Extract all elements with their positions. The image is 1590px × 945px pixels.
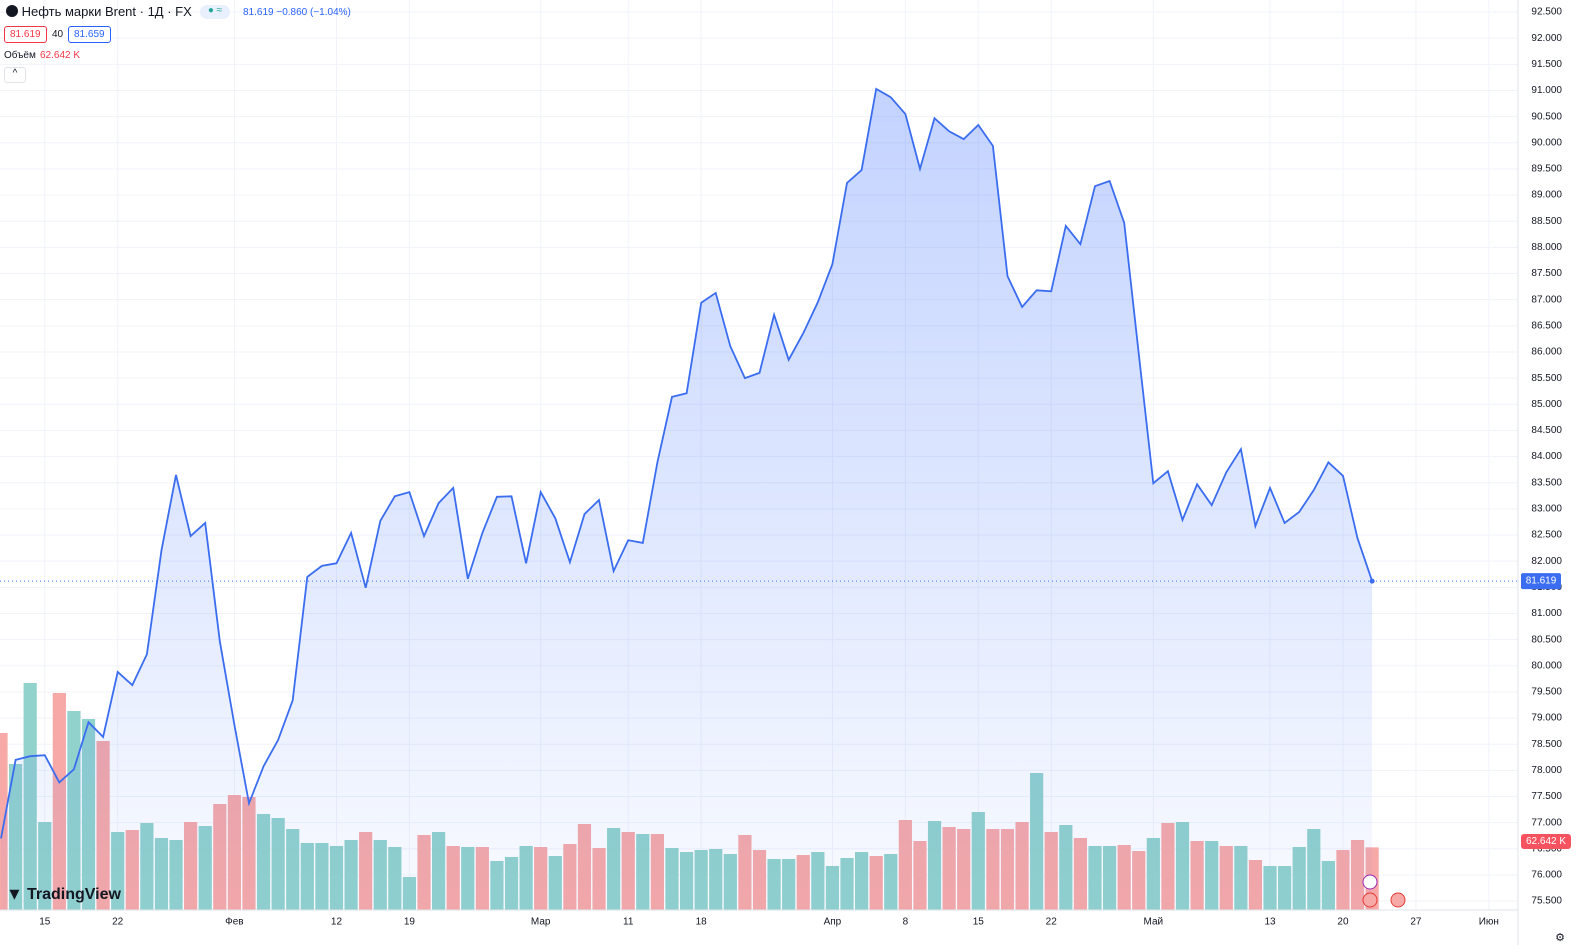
y-tick-label: 91.500 (1531, 59, 1562, 70)
price-badge (1521, 573, 1561, 590)
y-tick-label: 90.000 (1531, 137, 1562, 148)
x-tick-label: 22 (112, 917, 124, 928)
logo-mark: ▼ (6, 884, 23, 903)
symbol-title: Нефть марки Brent · 1Д · FX (21, 4, 192, 19)
y-tick-label: 77.500 (1531, 791, 1562, 802)
y-tick-label: 86.000 (1531, 347, 1562, 358)
y-tick-label: 79.500 (1531, 687, 1562, 698)
x-tick-label: 15 (973, 917, 985, 928)
y-tick-label: 89.500 (1531, 164, 1562, 175)
x-tick-label: 27 (1410, 917, 1422, 928)
y-tick-label: 85.000 (1531, 399, 1562, 410)
y-tick-label: 92.500 (1531, 7, 1562, 18)
last-price-dot (1369, 578, 1375, 584)
y-tick-label: 78.000 (1531, 765, 1562, 776)
y-tick-label: 89.000 (1531, 190, 1562, 201)
event-icon[interactable] (1362, 892, 1378, 908)
volume-badge: 62.642 K (1521, 834, 1572, 849)
y-tick-label: 83.500 (1531, 477, 1562, 488)
y-tick-label: 85.500 (1531, 373, 1562, 384)
x-tick-label: 12 (331, 917, 343, 928)
y-tick-label: 81.000 (1531, 608, 1562, 619)
x-tick-label: 8 (903, 917, 909, 928)
volume-title: Объём (4, 50, 36, 61)
x-tick-label: 13 (1264, 917, 1276, 928)
ask[interactable]: 81.659 (68, 26, 111, 43)
status[interactable]: ● ≈ (200, 5, 230, 19)
y-tick-label: 90.500 (1531, 111, 1562, 122)
y-tick-label: 79.000 (1531, 713, 1562, 724)
logo: TradingView (27, 886, 122, 903)
y-tick-label: 88.000 (1531, 242, 1562, 253)
x-tick-label: Мар (531, 917, 551, 928)
y-tick-label: 80.500 (1531, 634, 1562, 645)
settings-icon[interactable]: ⚙ (1555, 932, 1565, 944)
x-tick-label: 11 (623, 917, 634, 928)
x-tick-label: Апр (824, 917, 842, 928)
event-icon[interactable] (1362, 874, 1378, 890)
x-tick-label: 15 (39, 917, 51, 928)
volume-value: 62.642 K (40, 50, 81, 61)
symbol-icon (6, 5, 18, 17)
y-tick-label: 91.000 (1531, 85, 1562, 96)
y-tick-label: 78.500 (1531, 739, 1562, 750)
y-tick-label: 80.000 (1531, 660, 1562, 671)
y-tick-label: 77.000 (1531, 817, 1562, 828)
y-tick-label: 76.000 (1531, 870, 1562, 881)
x-tick-label: 20 (1337, 917, 1349, 928)
price-line (0, 87, 1373, 839)
x-tick-label: Июн (1479, 917, 1499, 928)
x-tick-label: Фев (225, 917, 243, 928)
y-tick-label: 82.500 (1531, 530, 1562, 541)
symbol[interactable]: Нефть марки Brent · 1Д · FX (6, 4, 192, 19)
y-tick-label: 84.000 (1531, 451, 1562, 462)
y-tick-label: 75.500 (1531, 896, 1562, 907)
y-tick-label: 83.000 (1531, 504, 1562, 515)
event-icon[interactable] (1390, 892, 1406, 908)
change: 81.619 −0.860 (−1.04%) (243, 7, 351, 18)
y-tick-label: 84.500 (1531, 425, 1562, 436)
y-tick-label: 87.500 (1531, 268, 1562, 279)
y-tick-label: 92.000 (1531, 33, 1562, 44)
bid[interactable]: 81.619 (4, 26, 47, 43)
x-tick-label: Май (1144, 917, 1164, 928)
x-tick-label: 19 (404, 917, 416, 928)
y-tick-label: 82.000 (1531, 556, 1562, 567)
y-tick-label: 88.500 (1531, 216, 1562, 227)
spread: 40 (52, 29, 64, 40)
x-tick-label: 18 (696, 917, 708, 928)
y-tick-label: 87.000 (1531, 294, 1562, 305)
x-tick-label: 22 (1046, 917, 1058, 928)
collapse-button[interactable]: ^ (4, 67, 26, 83)
price-badge-label: 81.619 (1526, 576, 1557, 587)
area-fill (1, 88, 1373, 910)
y-tick-label: 86.500 (1531, 320, 1562, 331)
